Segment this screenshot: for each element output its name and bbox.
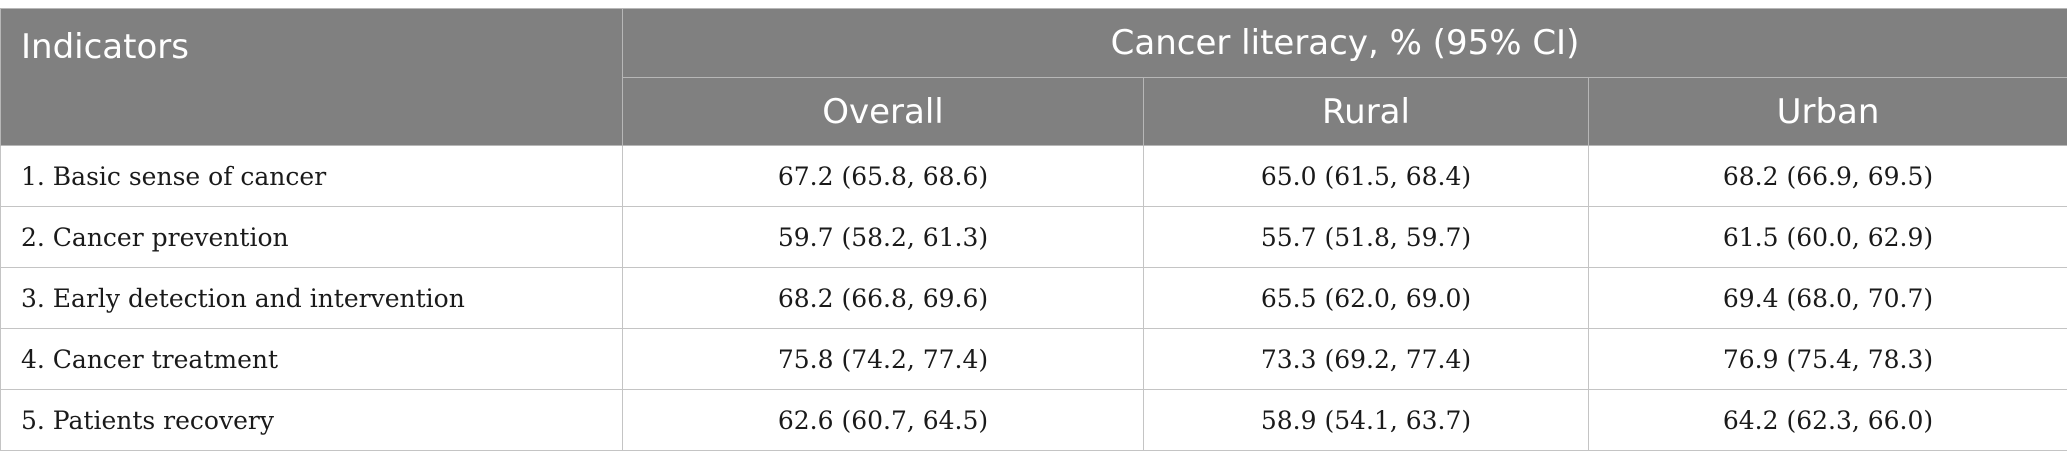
indicator-cell: 1. Basic sense of cancer [0,145,623,207]
table-row: 5. Patients recovery 62.6 (60.7, 64.5) 5… [0,389,2067,451]
rural-cell: 65.0 (61.5, 68.4) [1143,145,1589,207]
urban-header: Urban [1587,77,2067,146]
table-row: 2. Cancer prevention 59.7 (58.2, 61.3) 5… [0,206,2067,268]
rural-cell: 73.3 (69.2, 77.4) [1143,328,1589,390]
indicator-cell: 4. Cancer treatment [0,328,623,390]
overall-cell: 59.7 (58.2, 61.3) [622,206,1144,268]
rural-header: Rural [1143,77,1589,146]
indicator-cell: 3. Early detection and intervention [0,267,623,329]
overall-header: Overall [622,77,1144,146]
table-body: 1. Basic sense of cancer 67.2 (65.8, 68.… [0,145,2067,451]
indicator-cell: 2. Cancer prevention [0,206,623,268]
cancer-literacy-table: Indicators Cancer literacy, % (95% CI) O… [0,8,2067,451]
urban-cell: 69.4 (68.0, 70.7) [1587,267,2067,329]
table-row: 3. Early detection and intervention 68.2… [0,267,2067,329]
overall-cell: 68.2 (66.8, 69.6) [622,267,1144,329]
urban-cell: 68.2 (66.9, 69.5) [1587,145,2067,207]
urban-cell: 61.5 (60.0, 62.9) [1587,206,2067,268]
overall-cell: 62.6 (60.7, 64.5) [622,389,1144,451]
urban-cell: 64.2 (62.3, 66.0) [1587,389,2067,451]
table-row: 1. Basic sense of cancer 67.2 (65.8, 68.… [0,145,2067,207]
cancer-literacy-group-header: Cancer literacy, % (95% CI) [621,8,2067,78]
overall-cell: 75.8 (74.2, 77.4) [622,328,1144,390]
table-header: Indicators Cancer literacy, % (95% CI) O… [0,8,2067,146]
table-row: 4. Cancer treatment 75.8 (74.2, 77.4) 73… [0,328,2067,390]
indicator-cell: 5. Patients recovery [0,389,623,451]
rural-cell: 65.5 (62.0, 69.0) [1143,267,1589,329]
indicators-header: Indicators [0,8,623,146]
urban-cell: 76.9 (75.4, 78.3) [1587,328,2067,390]
rural-cell: 55.7 (51.8, 59.7) [1143,206,1589,268]
overall-cell: 67.2 (65.8, 68.6) [622,145,1144,207]
rural-cell: 58.9 (54.1, 63.7) [1143,389,1589,451]
